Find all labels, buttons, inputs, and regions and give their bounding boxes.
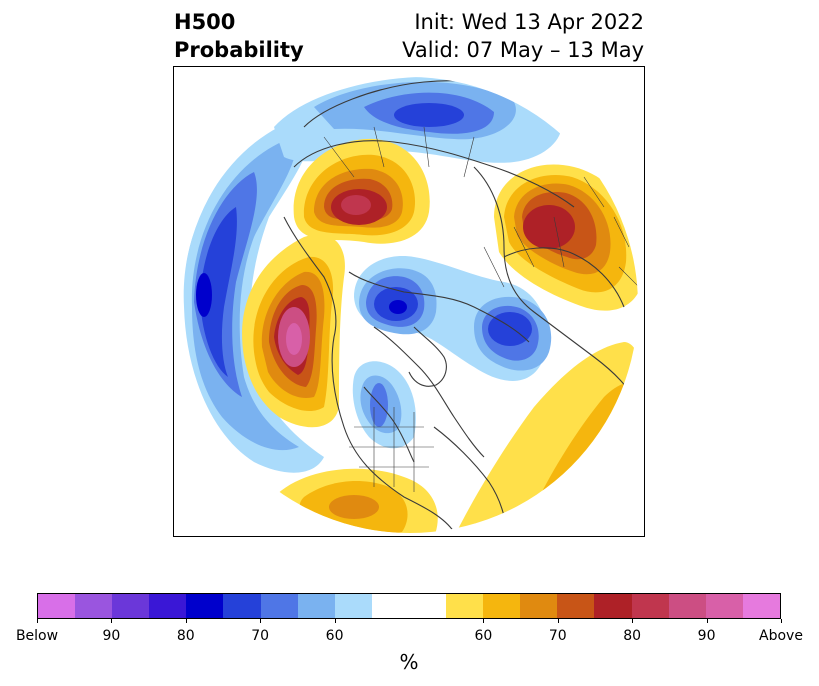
- colorbar-segment: [446, 594, 484, 618]
- colorbar-tick-label: 90: [697, 628, 716, 644]
- colorbar-tick-label: Above: [759, 628, 803, 644]
- colorbar-segment: [149, 594, 187, 618]
- colorbar-segment: [668, 594, 706, 618]
- colorbar-segment: [631, 594, 669, 618]
- colorbar-tick-label: 60: [474, 628, 493, 644]
- colorbar-tickmark: [185, 619, 187, 623]
- colorbar-segment: [38, 594, 76, 618]
- colorbar-tick-label: 80: [176, 628, 195, 644]
- siberia-anomaly: [274, 77, 562, 163]
- colorbar-segment: [483, 594, 521, 618]
- colorbar-segment: [297, 594, 335, 618]
- init-date: Init: Wed 13 Apr 2022: [414, 10, 644, 34]
- colorbar-tickmark: [483, 619, 485, 623]
- colorbar-tick-label: Below: [15, 628, 59, 644]
- colorbar-segment: [223, 594, 261, 618]
- colorbar-segment: [557, 594, 595, 618]
- colorbar-tickmark: [37, 619, 38, 623]
- valid-range: Valid: 07 May – 13 May: [402, 38, 644, 62]
- alaska-anomaly: [293, 138, 430, 244]
- colorbar-segment: [594, 594, 632, 618]
- date-block: Init: Wed 13 Apr 2022 Valid: 07 May – 13…: [402, 8, 644, 64]
- colorbar-tickmark: [632, 619, 634, 623]
- colorbar-tickmark: [557, 619, 559, 623]
- north-pacific-anomaly: [183, 117, 324, 473]
- colorbar-tickmark: [706, 619, 708, 623]
- colorbar-segment: [520, 594, 558, 618]
- western-north-america-anomaly: [242, 234, 345, 428]
- colorbar-segment: [260, 594, 298, 618]
- map-panel: [173, 66, 645, 537]
- colorbar-tick-label: 60: [325, 628, 344, 644]
- colorbar-segment: [371, 594, 447, 618]
- colorbar-segment: [705, 594, 743, 618]
- colorbar-segment: [112, 594, 150, 618]
- colorbar-tickmark: [781, 619, 782, 623]
- colorbar-segment: [75, 594, 113, 618]
- colorbar-segment: [186, 594, 224, 618]
- colorbar: [37, 593, 781, 619]
- colorbar-tickmark: [111, 619, 113, 623]
- colorbar-segment: [742, 594, 780, 618]
- north-atlantic-anomaly: [494, 164, 638, 311]
- probability-map: [182, 77, 638, 533]
- colorbar-tick-label: 80: [623, 628, 642, 644]
- colorbar-unit: %: [399, 650, 419, 674]
- borders: [323, 126, 638, 492]
- colorbar-tickmark: [260, 619, 262, 623]
- colorbar-segment: [334, 594, 372, 618]
- title-block: H500 Probability: [174, 8, 304, 64]
- colorbar-tickmark: [334, 619, 336, 623]
- colorbar-tick-label: 70: [251, 628, 270, 644]
- title-variable: H500: [174, 10, 236, 34]
- colorbar-tick-label: 70: [548, 628, 567, 644]
- title-type: Probability: [174, 38, 304, 62]
- barents-anomaly: [474, 296, 552, 371]
- colorbar-tick-label: 90: [102, 628, 121, 644]
